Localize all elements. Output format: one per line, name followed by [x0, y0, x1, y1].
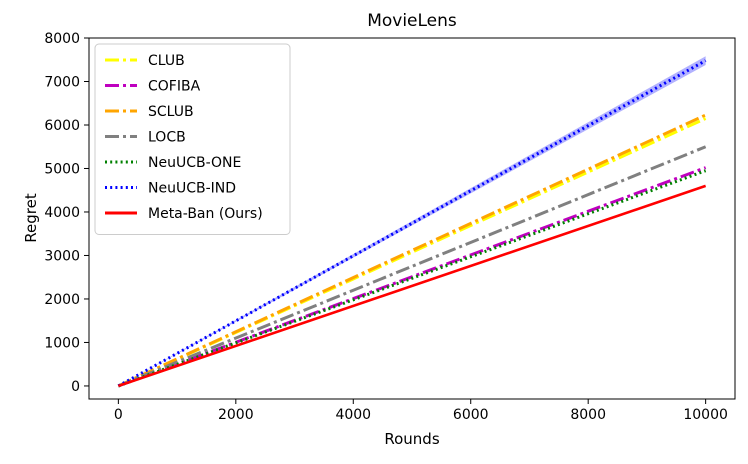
x-tick-label: 0	[114, 407, 123, 423]
legend-label-neuucb-one: NeuUCB-ONE	[148, 155, 241, 171]
legend-label-meta-ban-ours: Meta-Ban (Ours)	[148, 206, 263, 222]
series-line-sclub	[117, 113, 707, 388]
series-line-neuucb-one	[117, 169, 707, 388]
y-tick-label: 7000	[44, 74, 80, 90]
y-tick-label: 4000	[44, 205, 80, 221]
legend: CLUB COFIBA SCLUB LOCB NeuUCB-ONE NeuUCB-IND M…	[94, 43, 291, 235]
chart-title: MovieLens	[367, 11, 457, 31]
y-tick-label: 2000	[44, 292, 80, 308]
legend-label-cofiba: COFIBA	[148, 79, 201, 95]
legend-label-club: CLUB	[148, 53, 185, 69]
series-line-locb	[117, 145, 707, 388]
x-axis-label: Rounds	[384, 430, 439, 448]
y-tick-label: 1000	[44, 335, 80, 351]
y-tick-label: 6000	[44, 118, 80, 134]
x-tick-label: 8000	[570, 407, 606, 423]
x-tick-label: 2000	[218, 407, 254, 423]
y-tick-label: 0	[71, 379, 80, 395]
y-tick-label: 3000	[44, 248, 80, 264]
legend-label-neuucb-ind: NeuUCB-IND	[148, 181, 236, 197]
series-line-meta-ban-ours	[117, 184, 707, 388]
legend-label-locb: LOCB	[148, 130, 186, 146]
x-tick-label: 6000	[453, 407, 489, 423]
y-axis-label: Regret	[22, 193, 40, 243]
plot-frame	[88, 37, 736, 400]
legend-box	[94, 43, 291, 235]
y-tick-label: 8000	[44, 31, 80, 47]
legend-label-sclub: SCLUB	[148, 104, 194, 120]
x-tick-label: 4000	[335, 407, 371, 423]
x-tick-label: 10000	[683, 407, 728, 423]
y-tick-label: 5000	[44, 161, 80, 177]
